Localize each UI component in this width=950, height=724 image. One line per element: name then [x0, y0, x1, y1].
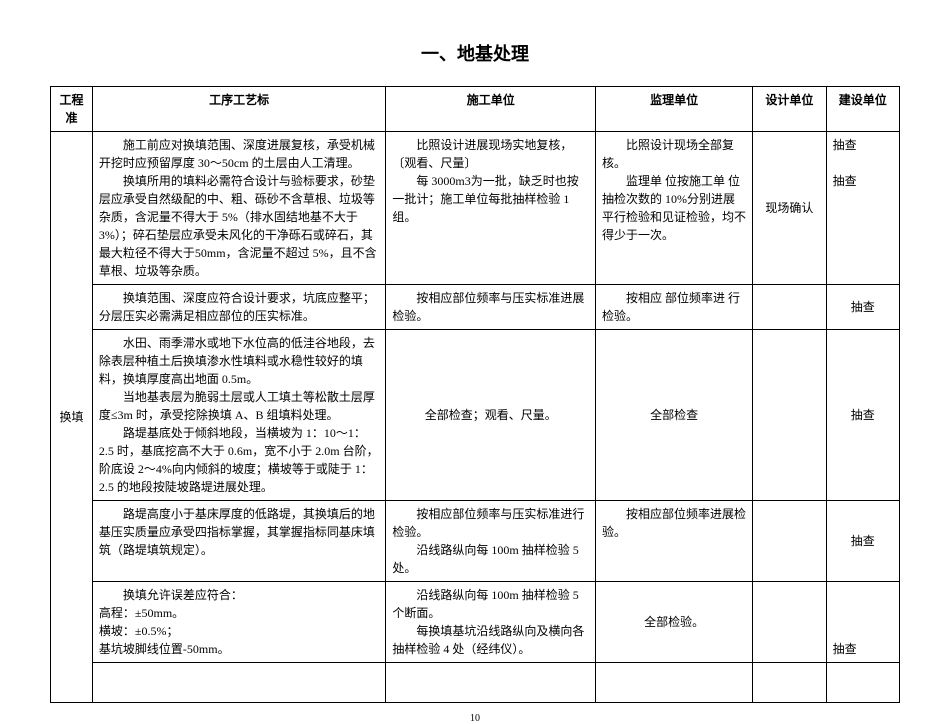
para: 按相应部位频率与压实标准进展检验。	[392, 289, 589, 325]
cell-design	[753, 285, 826, 330]
page-number: 10	[50, 713, 900, 724]
para: 抽查	[833, 172, 893, 190]
cell-craft: 换填范围、深度应符合设计要求，坑底应整平；分层压实必需满足相应部位的压实标准。	[92, 285, 385, 330]
cell-design	[753, 663, 826, 703]
row-group-label: 换填	[51, 132, 93, 703]
para: 每换填基坑沿线路纵向及横向各抽样检验 4 处（经纬仪）。	[392, 622, 589, 658]
para: 路堤基底处于倾斜地段，当横坡为 1：10～1：2.5 时，基底挖高不大于 0.6…	[99, 424, 379, 496]
table-row: 水田、雨季滞水或地下水位高的低洼谷地段，去除表层种植土后换填渗水性填料或水稳性较…	[51, 330, 900, 501]
para: 高程：±50mm。	[99, 604, 379, 622]
th-craft: 工序工艺标	[92, 87, 385, 132]
para: 按相应 部位频率进 行检验。	[602, 289, 746, 325]
page-title: 一、地基处理	[50, 40, 900, 66]
para: 沿线路纵向每 100m 抽样检验 5 处。	[392, 541, 589, 577]
cell-build: 抽查	[826, 330, 899, 501]
cell-build: 抽查	[826, 582, 899, 663]
para: 当地基表层为脆弱土层或人工填土等松散土层厚度≤3m 时，承受挖除换填 A、B 组…	[99, 388, 379, 424]
para: 监理单 位按施工单 位抽检次数的 10%分别进展平行检验和见证检验，均不得少于一…	[602, 172, 746, 244]
para: 抽查	[833, 136, 893, 154]
th-build: 建设单位	[826, 87, 899, 132]
th-supervision: 监理单位	[596, 87, 753, 132]
cell-design	[753, 582, 826, 663]
para: 换填范围、深度应符合设计要求，坑底应整平；分层压实必需满足相应部位的压实标准。	[99, 289, 379, 325]
cell-construction: 比照设计进展现场实地复核，〔观看、尺量〕 每 3000m3为一批，缺乏时也按一批…	[386, 132, 596, 285]
cell-build: 抽查	[826, 285, 899, 330]
cell-craft	[92, 663, 385, 703]
th-project: 工程准	[51, 87, 93, 132]
cell-craft: 水田、雨季滞水或地下水位高的低洼谷地段，去除表层种植土后换填渗水性填料或水稳性较…	[92, 330, 385, 501]
para: 换填所用的填料必需符合设计与验标要求，砂垫层应承受自然级配的中、粗、砾砂不含草根…	[99, 172, 379, 280]
cell-construction: 按相应部位频率与压实标准进行检验。 沿线路纵向每 100m 抽样检验 5 处。	[386, 501, 596, 582]
cell-build: 抽查	[826, 501, 899, 582]
th-design: 设计单位	[753, 87, 826, 132]
th-construction: 施工单位	[386, 87, 596, 132]
para: 沿线路纵向每 100m 抽样检验 5 个断面。	[392, 586, 589, 622]
cell-design	[753, 330, 826, 501]
cell-build: 抽查 抽查	[826, 132, 899, 285]
para: 路堤高度小于基床厚度的低路堤，其换填后的地基压实质量应承受四指标掌握，其掌握指标…	[99, 505, 379, 559]
cell-build	[826, 663, 899, 703]
cell-supervision: 全部检查	[596, 330, 753, 501]
cell-construction: 按相应部位频率与压实标准进展检验。	[386, 285, 596, 330]
para: 横坡：±0.5%；	[99, 622, 379, 640]
para: 基坑坡脚线位置-50mm。	[99, 640, 379, 658]
cell-supervision: 比照设计现场全部复核。 监理单 位按施工单 位抽检次数的 10%分别进展平行检验…	[596, 132, 753, 285]
cell-supervision: 按相应部位频率进展检验。	[596, 501, 753, 582]
para: 比照设计进展现场实地复核，〔观看、尺量〕	[392, 136, 589, 172]
header-row: 工程准 工序工艺标 施工单位 监理单位 设计单位 建设单位	[51, 87, 900, 132]
para: 每 3000m3为一批，缺乏时也按一批计；施工单位每批抽样检验 1 组。	[392, 172, 589, 226]
cell-craft: 换填允许误差应符合： 高程：±50mm。 横坡：±0.5%； 基坑坡脚线位置-5…	[92, 582, 385, 663]
table-row: 路堤高度小于基床厚度的低路堤，其换填后的地基压实质量应承受四指标掌握，其掌握指标…	[51, 501, 900, 582]
para: 施工前应对换填范围、深度进展复核，承受机械开挖时应预留厚度 30～50cm 的土…	[99, 136, 379, 172]
para: 按相应部位频率进展检验。	[602, 505, 746, 541]
table-row	[51, 663, 900, 703]
para: 换填允许误差应符合：	[99, 586, 379, 604]
para: 按相应部位频率与压实标准进行检验。	[392, 505, 589, 541]
main-table: 工程准 工序工艺标 施工单位 监理单位 设计单位 建设单位 换填 施工前应对换填…	[50, 86, 900, 703]
cell-craft: 路堤高度小于基床厚度的低路堤，其换填后的地基压实质量应承受四指标掌握，其掌握指标…	[92, 501, 385, 582]
cell-supervision: 全部检验。	[596, 582, 753, 663]
para: 比照设计现场全部复核。	[602, 136, 746, 172]
table-row: 换填范围、深度应符合设计要求，坑底应整平；分层压实必需满足相应部位的压实标准。 …	[51, 285, 900, 330]
table-row: 换填允许误差应符合： 高程：±50mm。 横坡：±0.5%； 基坑坡脚线位置-5…	[51, 582, 900, 663]
para: 水田、雨季滞水或地下水位高的低洼谷地段，去除表层种植土后换填渗水性填料或水稳性较…	[99, 334, 379, 388]
cell-design	[753, 501, 826, 582]
cell-design: 现场确认	[753, 132, 826, 285]
table-row: 换填 施工前应对换填范围、深度进展复核，承受机械开挖时应预留厚度 30～50cm…	[51, 132, 900, 285]
cell-construction	[386, 663, 596, 703]
cell-construction: 全部检查；观看、尺量。	[386, 330, 596, 501]
cell-craft: 施工前应对换填范围、深度进展复核，承受机械开挖时应预留厚度 30～50cm 的土…	[92, 132, 385, 285]
cell-construction: 沿线路纵向每 100m 抽样检验 5 个断面。 每换填基坑沿线路纵向及横向各抽样…	[386, 582, 596, 663]
cell-supervision	[596, 663, 753, 703]
para: 抽查	[833, 642, 857, 656]
cell-supervision: 按相应 部位频率进 行检验。	[596, 285, 753, 330]
